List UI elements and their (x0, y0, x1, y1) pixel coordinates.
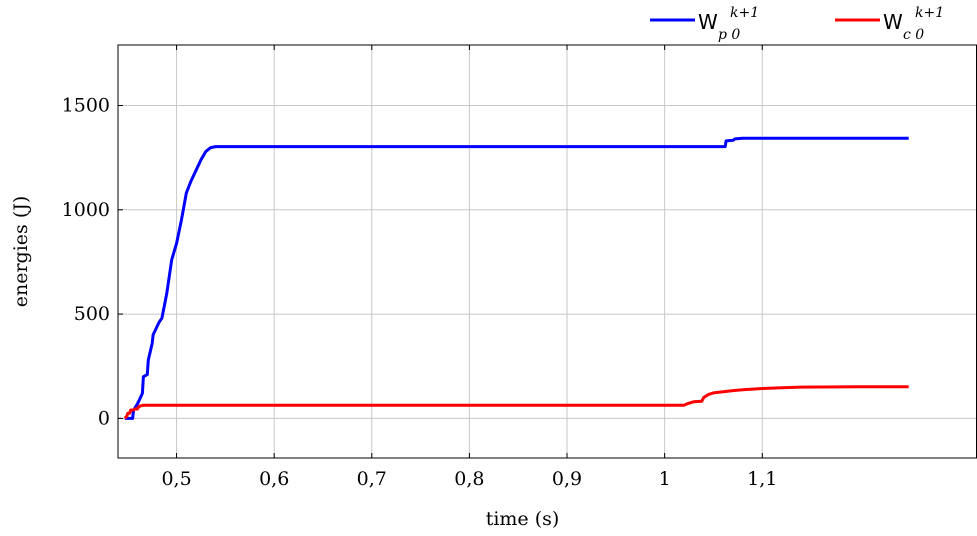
legend-label-base: W (883, 10, 903, 34)
axis-ticks: 0,5 0,6 0,7 0,8 0,9 1 1,1 0 500 1000 1500 (62, 45, 777, 490)
y-tick-label: 0 (98, 407, 110, 429)
x-tick-label: 0,5 (161, 468, 191, 490)
x-tick-label: 0,7 (357, 468, 387, 490)
x-tick-label: 0,8 (454, 468, 484, 490)
y-axis-label: energies (J) (10, 196, 32, 308)
legend: Wp 0 k+1 Wc 0 k+1 (650, 5, 944, 43)
x-tick-label: 1 (659, 468, 671, 490)
x-tick-label: 0,6 (259, 468, 289, 490)
legend-label-subscript: p 0 (718, 27, 740, 43)
series-line-0 (124, 136, 909, 420)
series-line-1 (123, 385, 909, 420)
grid (118, 45, 977, 458)
legend-label-subscript: c 0 (903, 27, 924, 43)
plot-frame (117, 44, 977, 459)
x-tick-label: 0,9 (552, 468, 582, 490)
legend-label-superscript: k+1 (730, 5, 759, 21)
x-axis-label: time (s) (486, 508, 560, 530)
legend-label-superscript: k+1 (915, 5, 944, 21)
x-tick-label: 1,1 (747, 468, 777, 490)
y-tick-label: 1000 (62, 199, 110, 221)
y-tick-label: 500 (74, 303, 110, 325)
y-tick-label: 1500 (62, 94, 110, 116)
series-lines (123, 136, 909, 420)
legend-label-base: W (698, 10, 718, 34)
